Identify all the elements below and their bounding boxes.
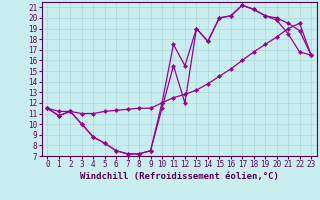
X-axis label: Windchill (Refroidissement éolien,°C): Windchill (Refroidissement éolien,°C) [80, 172, 279, 181]
